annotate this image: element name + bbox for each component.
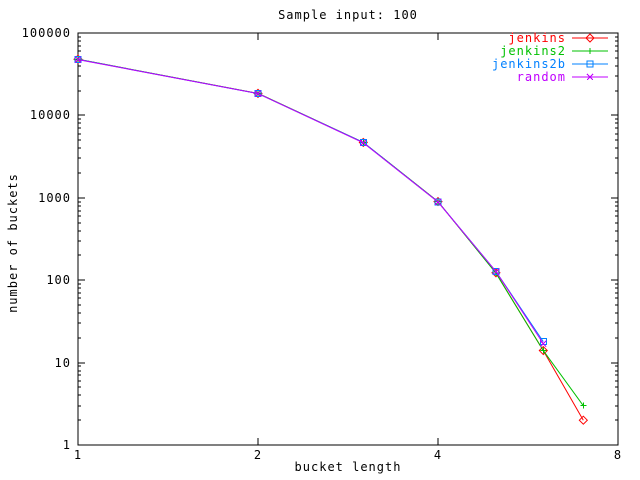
x-icon <box>434 198 442 206</box>
series-line-jenkins2b <box>77 58 544 342</box>
legend-label-jenkins: jenkins <box>508 31 566 45</box>
square-icon <box>434 198 442 206</box>
legend-label-jenkins2: jenkins2 <box>500 44 566 58</box>
square-icon <box>254 90 262 98</box>
x-tick-label: 4 <box>434 448 442 462</box>
y-tick-label: 100 <box>46 273 71 287</box>
series-line-jenkins <box>77 58 584 421</box>
series-line-random <box>77 59 544 344</box>
legend-label-random: random <box>517 70 566 84</box>
y-tick-label: 10 <box>55 356 71 370</box>
diamond-icon <box>585 33 595 43</box>
legend-label-jenkins2b: jenkins2b <box>492 57 566 71</box>
y-tick-label: 10000 <box>30 108 71 122</box>
chart-title: Sample input: 100 <box>278 8 418 22</box>
y-axis-title: number of buckets <box>6 173 20 313</box>
x-axis-title: bucket length <box>294 460 402 474</box>
square-icon <box>74 55 82 63</box>
x-icon <box>359 139 367 147</box>
x-icon <box>254 90 262 97</box>
x-tick-label: 1 <box>74 448 82 462</box>
square-icon <box>492 267 500 275</box>
plot-border <box>77 32 619 446</box>
x-icon <box>74 56 82 63</box>
square-icon <box>586 60 594 68</box>
diamond-icon <box>578 415 589 425</box>
y-tick-label: 1 <box>63 438 71 452</box>
series-line-jenkins2 <box>77 58 584 406</box>
diamond-icon <box>538 345 549 356</box>
x-icon <box>586 73 594 81</box>
y-tick-label: 1000 <box>38 191 71 205</box>
x-icon <box>492 268 500 275</box>
x-tick-label: 2 <box>254 448 262 462</box>
x-icon <box>539 340 547 347</box>
x-tick-label: 8 <box>614 448 622 462</box>
square-icon <box>539 338 547 346</box>
y-tick-label: 100000 <box>22 26 71 40</box>
square-icon <box>359 138 367 146</box>
